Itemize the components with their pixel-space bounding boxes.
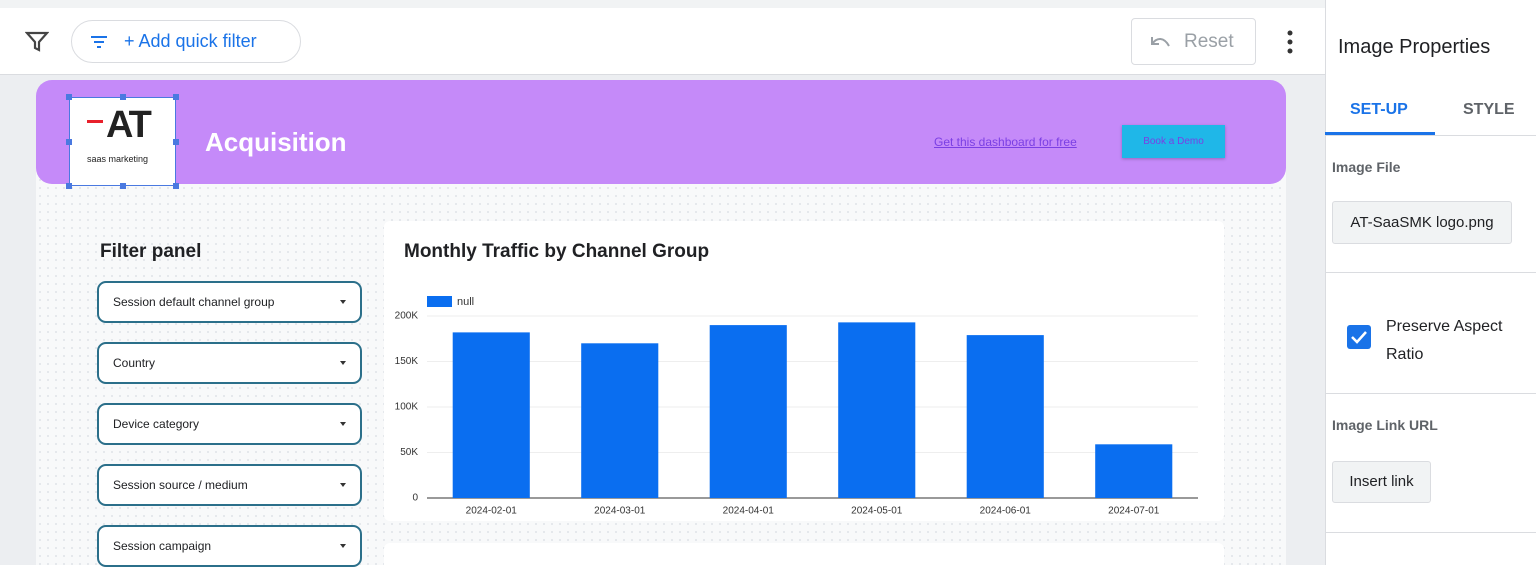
dropdown[interactable]: Device category [97, 403, 362, 445]
handle [173, 94, 179, 100]
undo-icon [1151, 37, 1170, 47]
logo-tagline: saas marketing [87, 154, 149, 164]
legend-label: null [457, 296, 474, 308]
x-tick-label: 2024-04-01 [723, 506, 775, 517]
checkbox-label: Preserve Aspect Ratio [1386, 318, 1503, 363]
book-demo-button[interactable]: Book a Demo [1122, 125, 1225, 158]
dropdown[interactable]: Country [97, 342, 362, 384]
insert-link-button[interactable]: Insert link [1332, 461, 1431, 503]
x-tick-label: 2024-02-01 [466, 506, 518, 517]
bar [581, 343, 659, 498]
logo-selected[interactable]: AT saas marketing [66, 94, 179, 189]
reset-button[interactable]: Reset [1131, 18, 1256, 65]
logo-dash [87, 120, 103, 123]
bar [838, 322, 916, 498]
tab[interactable]: STYLE [1463, 101, 1515, 118]
logo-brand: AT [106, 104, 152, 146]
y-tick-label: 200K [395, 311, 419, 322]
chart: Monthly Traffic by Channel Group 0 50K 100… [395, 241, 1198, 517]
header-link[interactable]: Get this dashboard for free [934, 135, 1077, 149]
x-tick-label: 2024-07-01 [1108, 506, 1160, 517]
reset-text: Reset [1184, 31, 1234, 52]
quick-filter-text: + Add quick filter [124, 31, 257, 51]
dropdown[interactable]: Session campaign [97, 525, 362, 567]
handle [173, 183, 179, 189]
filter-lines-icon [91, 36, 107, 48]
toolbar [0, 8, 1325, 75]
field-label: Image File [1332, 159, 1401, 175]
handle [66, 94, 72, 100]
x-tick-label: 2024-03-01 [594, 506, 646, 517]
x-tick-label: 2024-06-01 [980, 506, 1032, 517]
legend-swatch [427, 296, 452, 307]
tab[interactable]: SET-UP [1350, 101, 1408, 118]
add-quick-filter[interactable]: + Add quick filter [71, 20, 301, 63]
handle [173, 139, 179, 145]
filter-panel-title: Filter panel [100, 241, 202, 262]
checkbox[interactable] [1347, 325, 1371, 349]
dropdown[interactable]: Session default channel group [97, 281, 362, 323]
handle [120, 94, 126, 100]
y-tick-label: 50K [400, 447, 418, 458]
tab-indicator [1325, 132, 1435, 135]
header-banner [36, 80, 1286, 184]
more-menu[interactable] [1284, 29, 1296, 55]
field-label: Image Link URL [1332, 417, 1438, 433]
x-tick-label: 2024-05-01 [851, 506, 903, 517]
handle [66, 139, 72, 145]
top-strip [0, 0, 1536, 8]
panel-title: Image Properties [1338, 36, 1491, 58]
divider [1325, 393, 1536, 394]
chart-card [384, 543, 1224, 573]
dropdown[interactable]: Session source / medium [97, 464, 362, 506]
handle [120, 183, 126, 189]
divider [1325, 532, 1536, 533]
handle [66, 183, 72, 189]
header-title: Acquisition [205, 127, 347, 157]
chart-title: Monthly Traffic by Channel Group [404, 241, 709, 262]
y-tick-label: 100K [395, 402, 419, 413]
divider [1325, 272, 1536, 273]
image-file-button[interactable]: AT-SaaSMK logo.png [1332, 201, 1512, 244]
y-tick-label: 0 [412, 493, 418, 504]
y-tick-label: 150K [395, 356, 419, 367]
bar [452, 332, 530, 498]
bar [966, 335, 1044, 498]
bar [709, 325, 787, 498]
filter-icon[interactable] [25, 30, 49, 54]
divider [1325, 135, 1536, 136]
bar [1095, 444, 1173, 498]
